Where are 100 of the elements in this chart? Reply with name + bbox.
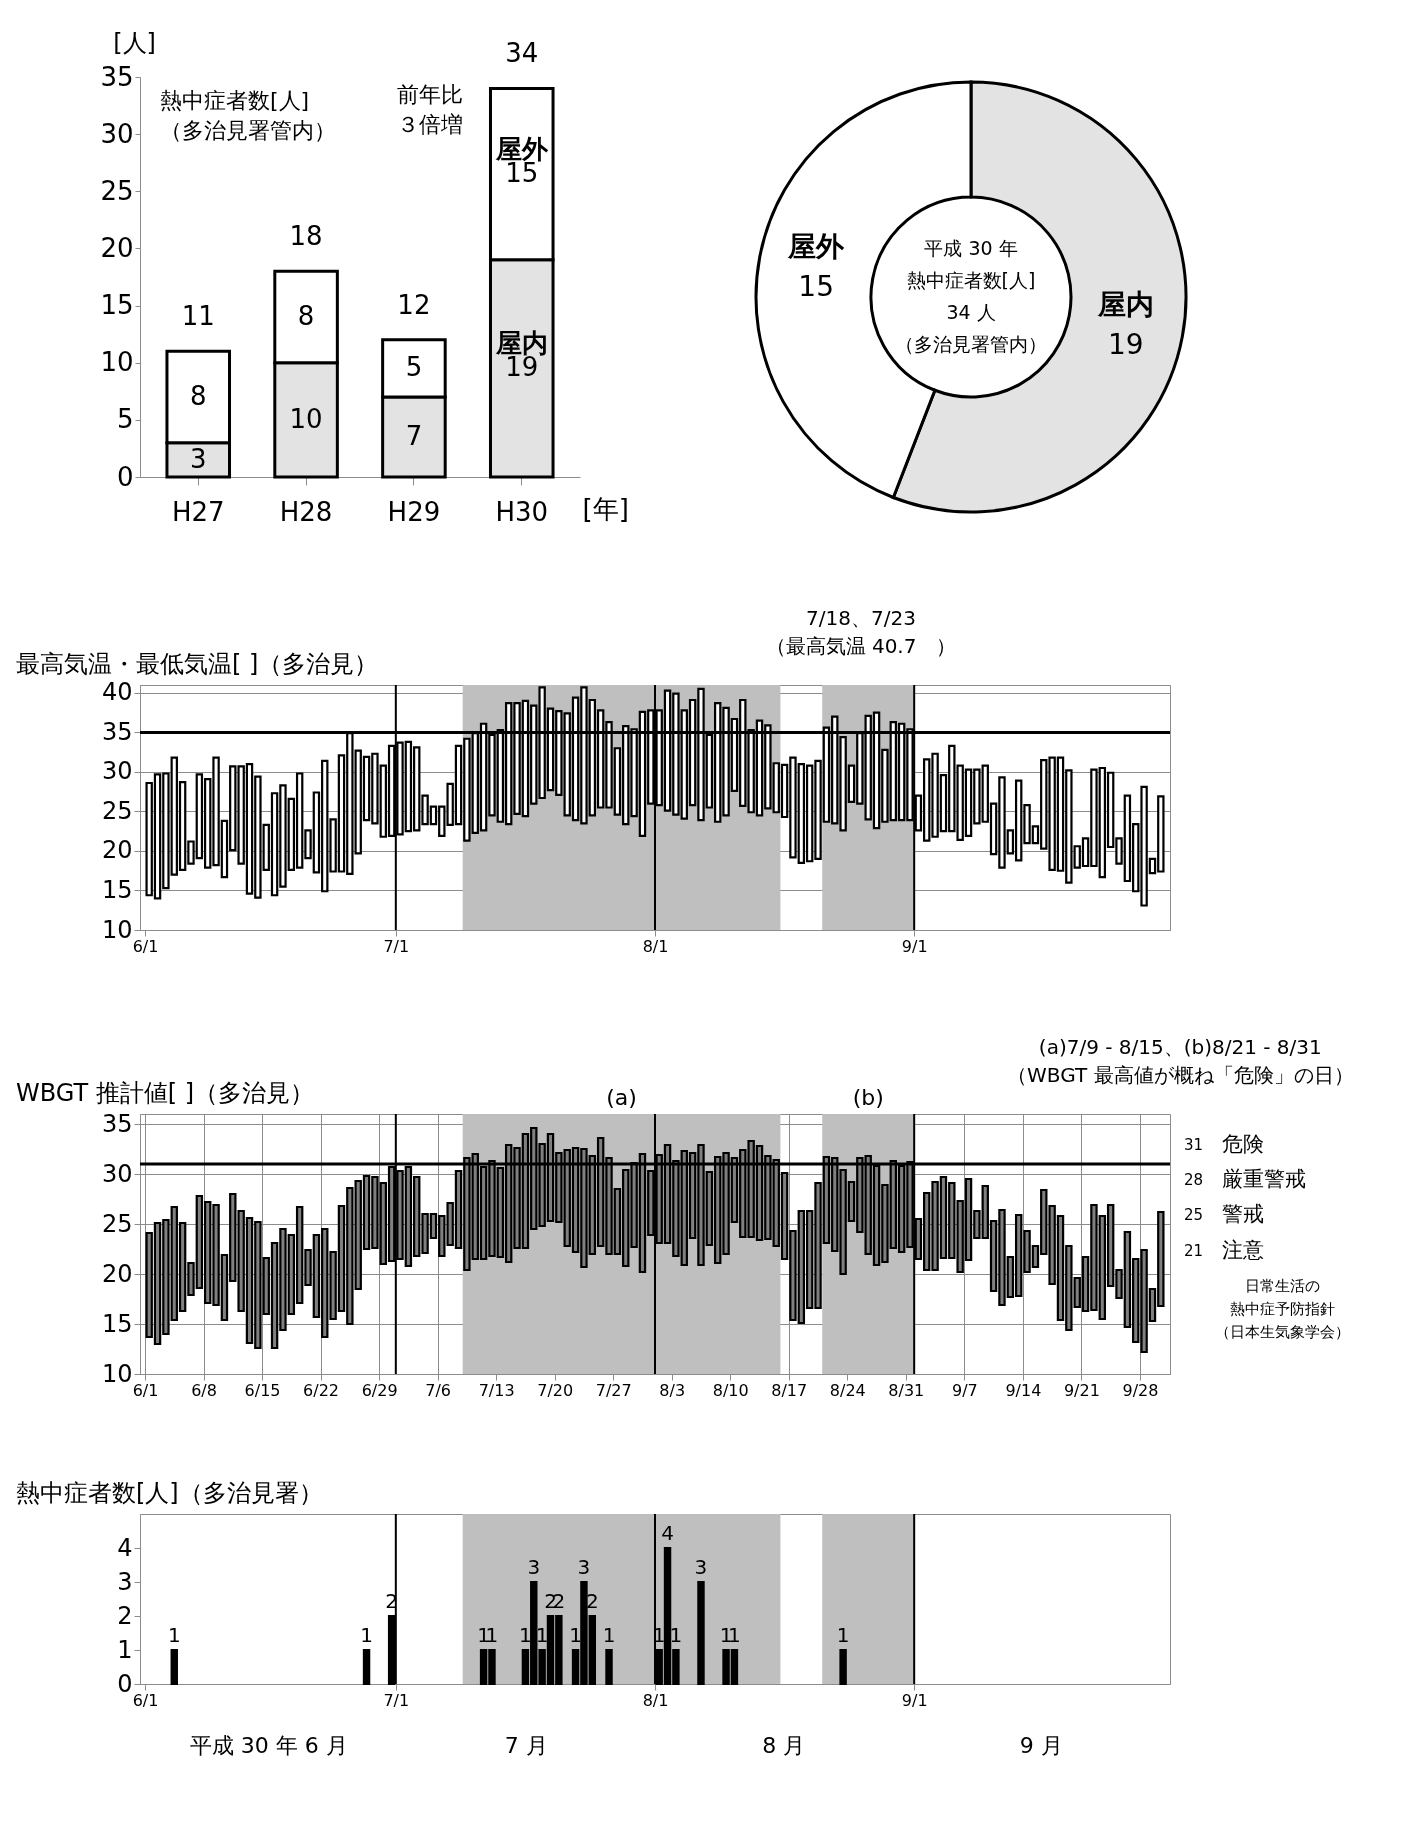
data-label: 3 — [694, 1555, 708, 1579]
band-label: (a) — [606, 1085, 637, 1110]
x-tick-label: 7/1 — [383, 936, 410, 956]
x-tick-label: 7/13 — [478, 1380, 515, 1400]
y-tick-label: 10 — [100, 347, 134, 378]
x-tick-label: 6/1 — [132, 1690, 159, 1710]
x-tick-label: 7/6 — [425, 1380, 451, 1400]
x-axis-title: [年] — [582, 493, 629, 524]
x-tick-label: 8/24 — [829, 1380, 866, 1400]
y-tick-label: 20 — [100, 232, 134, 263]
x-tick-label: 8/1 — [642, 1690, 669, 1710]
y-tick-label: 35 — [100, 61, 134, 92]
y-tick-label: 1 — [117, 1635, 133, 1664]
y-tick-label: 25 — [100, 175, 134, 206]
text: （多治見署管内） — [895, 333, 1047, 355]
text: 熱中症者数[人] — [160, 88, 310, 113]
x-tick-label: 9/1 — [901, 1690, 928, 1710]
annotation: 前年比 — [397, 82, 464, 107]
data-label: 8 — [297, 301, 315, 331]
y-tick-label: 5 — [116, 404, 134, 435]
total-label: 12 — [397, 289, 431, 320]
data-label: 4 — [661, 1521, 674, 1545]
band-label: (b) — [852, 1085, 884, 1110]
slice-label: 屋内 — [1096, 287, 1154, 321]
text: 厳重警戒 — [1222, 1167, 1306, 1192]
chart-title: WBGT 推計値[ ]（多治見） — [16, 1079, 315, 1107]
x-tick-label: 6/15 — [244, 1380, 281, 1400]
data-label: 10 — [289, 403, 323, 434]
x-tick-label: H28 — [279, 496, 333, 527]
text: 注意 — [1222, 1237, 1264, 1262]
y-tick-label: 35 — [101, 717, 133, 746]
text: 8 月 — [762, 1733, 806, 1758]
y-tick-label: 0 — [117, 1669, 133, 1698]
x-tick-label: 9/28 — [1122, 1380, 1159, 1400]
y-tick-label: 3 — [117, 1567, 133, 1596]
text: 熱中症予防指針 — [1229, 1300, 1335, 1318]
y-tick-label: 25 — [101, 1209, 133, 1238]
text: 7 月 — [504, 1733, 548, 1758]
text: （最高気温 40.7 ） — [765, 634, 957, 658]
x-tick-label: 6/1 — [132, 936, 159, 956]
text: 日常生活の — [1244, 1276, 1320, 1295]
bar — [697, 1580, 705, 1686]
text: 28 — [1184, 1171, 1204, 1190]
y-tick-label: 2 — [117, 1601, 133, 1630]
x-tick-label: 9/1 — [901, 936, 928, 956]
x-tick-label: 7/27 — [595, 1380, 632, 1400]
x-tick-label: 7/20 — [537, 1380, 574, 1400]
data-label: 5 — [405, 352, 423, 383]
text: （WBGT 最高値が概ね「危険」の日） — [1007, 1063, 1354, 1087]
annotation: ３倍増 — [397, 112, 464, 137]
data-label: 1 — [836, 1623, 850, 1647]
text: 31 — [1184, 1136, 1204, 1155]
text: (a)7/9 - 8/15、(b)8/21 - 8/31 — [1038, 1035, 1322, 1059]
text: 34 人 — [946, 301, 996, 323]
y-tick-label: 10 — [101, 1359, 133, 1388]
text: 平成 30 年 — [924, 237, 1018, 259]
x-tick-label: 9/7 — [951, 1380, 978, 1400]
data-label: 1 — [669, 1623, 683, 1647]
x-tick-label: H27 — [171, 496, 225, 527]
x-tick-label: 8/10 — [712, 1380, 749, 1400]
y-axis-title: [人] — [113, 28, 156, 57]
y-tick-label: 20 — [101, 1259, 133, 1288]
bar — [362, 1648, 371, 1686]
bar — [605, 1648, 613, 1686]
x-tick-label: 7/1 — [383, 1690, 410, 1710]
y-tick-label: 30 — [101, 1159, 133, 1188]
text: （多治見署管内） — [160, 118, 336, 143]
data-label: 15 — [798, 270, 834, 304]
data-label: 1 — [167, 1623, 181, 1647]
x-tick-label: 6/22 — [303, 1380, 340, 1400]
y-tick-label: 30 — [101, 757, 133, 786]
bar — [839, 1648, 847, 1686]
text: 危険 — [1222, 1132, 1264, 1157]
x-tick-label: 8/17 — [771, 1380, 808, 1400]
data-label: 1 — [535, 1623, 549, 1647]
data-label: 19 — [1108, 327, 1144, 361]
data-label: 7 — [405, 421, 423, 451]
y-tick-label: 15 — [101, 1309, 133, 1338]
y-tick-label: 40 — [101, 678, 133, 707]
y-tick-label: 0 — [116, 461, 134, 492]
text: 21 — [1184, 1241, 1204, 1260]
x-tick-label: 8/1 — [642, 936, 669, 956]
text: 25 — [1184, 1206, 1204, 1225]
data-label: 1 — [652, 1623, 666, 1647]
slice-label: 屋外 — [787, 230, 846, 264]
data-label: 1 — [569, 1623, 582, 1647]
y-tick-label: 25 — [101, 796, 133, 825]
text: 9 月 — [1019, 1733, 1063, 1758]
data-label: 8 — [189, 381, 207, 411]
text: 警戒 — [1222, 1202, 1264, 1227]
data-label: 1 — [360, 1623, 373, 1647]
y-tick-label: 30 — [100, 118, 134, 149]
text: 7/18、7/23 — [806, 606, 916, 630]
x-tick-label: H29 — [387, 496, 441, 527]
data-label: 3 — [527, 1555, 541, 1579]
x-tick-label: 8/31 — [888, 1380, 925, 1400]
x-tick-label: 6/1 — [132, 1380, 159, 1400]
total-label: 18 — [289, 221, 323, 252]
chart-title: 熱中症者数[人]（多治見署） — [16, 1479, 323, 1507]
total-label: 34 — [505, 38, 539, 69]
